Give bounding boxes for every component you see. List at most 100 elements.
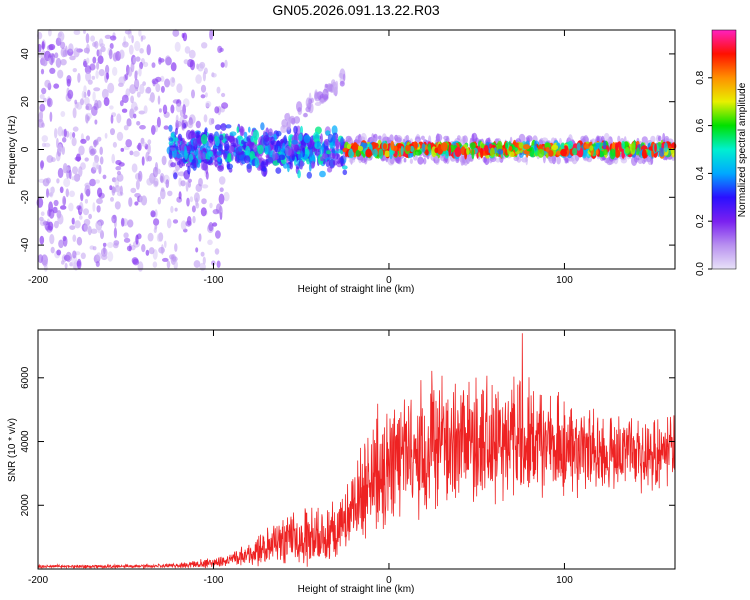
- spectrogram-cell: [66, 170, 70, 179]
- spectrogram-cell: [221, 102, 229, 109]
- spectrogram-cell: [91, 75, 96, 80]
- spectrogram-cell: [120, 217, 125, 227]
- spectrogram-cell: [169, 76, 176, 87]
- spectrogram-cell: [121, 94, 129, 104]
- spectrogram-cell: [134, 201, 139, 206]
- spectrogram-cell: [76, 205, 81, 210]
- spectrogram-cell: [267, 157, 274, 164]
- spectrogram-cell: [109, 105, 114, 110]
- spectrogram-cell: [90, 148, 97, 155]
- spectrogram-cell: [621, 140, 625, 150]
- spectrogram-cell: [440, 142, 448, 152]
- spectrogram-cell: [319, 97, 325, 104]
- spectrogram-cell: [314, 141, 318, 148]
- spectrogram-cell: [191, 159, 196, 164]
- spectrogram-cell: [40, 161, 44, 170]
- spectrogram-cell: [443, 135, 449, 141]
- spectrogram-cell: [92, 202, 96, 212]
- spectrogram-cell: [288, 138, 292, 149]
- spectrogram-cell: [153, 227, 157, 234]
- spectrogram-cell: [224, 59, 228, 68]
- spectrogram-cell: [264, 145, 269, 154]
- spectrogram-cell: [132, 56, 137, 64]
- spectrogram-cell: [176, 83, 183, 94]
- spectrogram-cell: [41, 135, 48, 143]
- spectrogram-cell: [384, 150, 391, 158]
- spectrogram-cell: [168, 140, 174, 146]
- spectrogram-cell: [39, 235, 45, 245]
- spectrogram-cell: [236, 126, 240, 134]
- spectrogram-cell: [211, 73, 217, 78]
- spectrogram-cell: [300, 150, 304, 158]
- spectrogram-cell: [46, 188, 49, 198]
- spectrogram-cell: [195, 131, 200, 139]
- spectrogram-cell: [95, 70, 99, 79]
- spectrogram-cell: [116, 113, 122, 124]
- spectrogram-cell: [201, 198, 207, 205]
- spectrogram-cell: [293, 125, 298, 134]
- spectrogram-cell: [342, 169, 348, 176]
- spectrogram-cell: [240, 126, 245, 136]
- spectrogram-plot-area: [36, 29, 677, 272]
- spectrogram-cell: [125, 139, 132, 148]
- spectrogram-cell: [102, 242, 107, 247]
- spectrogram-cell: [128, 197, 133, 207]
- spectrogram-cell: [178, 191, 182, 200]
- spectrogram-cell: [303, 112, 308, 118]
- spectrogram-cell: [60, 205, 67, 210]
- spectrogram-cell: [130, 95, 135, 104]
- spectrogram-cell: [69, 190, 75, 198]
- spectrogram-y-tick-label: 40: [20, 48, 31, 60]
- spectrogram-cell: [86, 43, 90, 55]
- spectrogram-cell: [125, 73, 129, 81]
- spectrogram-cell: [534, 141, 537, 151]
- spectrogram-cell: [199, 262, 206, 271]
- spectrogram-cell: [326, 150, 331, 155]
- spectrogram-cell: [602, 140, 607, 150]
- colorbar-tick-label: 0.6: [695, 118, 706, 132]
- spectrogram-cell: [41, 41, 45, 50]
- spectrogram-cell: [37, 118, 44, 128]
- spectrogram-cell: [94, 119, 98, 125]
- spectrogram-cell: [97, 55, 104, 65]
- spectrogram-cell: [57, 213, 64, 225]
- spectrogram-cell: [133, 150, 140, 157]
- spectrogram-cell: [72, 68, 78, 73]
- spectrogram-cell: [93, 87, 101, 92]
- spectrogram-cell: [263, 167, 267, 172]
- spectrogram-cell: [219, 187, 224, 192]
- spectrogram-cell: [53, 199, 59, 207]
- spectrogram-cell: [38, 51, 42, 59]
- spectrogram-cell: [245, 145, 251, 156]
- spectrogram-cell: [195, 192, 199, 199]
- spectrogram-cell: [56, 178, 60, 184]
- spectrogram-cell: [203, 114, 208, 123]
- spectrogram-cell: [410, 145, 415, 153]
- spectrogram-cell: [161, 155, 167, 166]
- spectrogram-cell: [89, 178, 96, 187]
- spectrogram-cell: [136, 91, 141, 98]
- spectrogram-cell: [174, 207, 178, 212]
- spectrogram-cell: [97, 187, 103, 198]
- spectrogram-cell: [88, 213, 92, 220]
- spectrogram-cell: [114, 201, 121, 210]
- spectrogram-cell: [139, 61, 144, 70]
- spectrogram-cell: [420, 135, 425, 140]
- spectrogram-cell: [83, 223, 91, 232]
- spectrogram-cell: [125, 88, 131, 97]
- snr-x-tick-label: -200: [28, 575, 48, 586]
- spectrogram-cell: [560, 148, 567, 157]
- spectrogram-cell: [497, 148, 504, 155]
- spectrogram-cell: [326, 84, 334, 92]
- spectrogram-cell: [195, 74, 202, 84]
- spectrogram-cell: [60, 41, 66, 49]
- spectrogram-cell: [174, 243, 178, 252]
- spectrogram-cell: [99, 43, 105, 48]
- spectrogram-cell: [99, 156, 104, 165]
- spectrogram-cell: [163, 125, 169, 130]
- spectrogram-cell: [131, 35, 134, 44]
- spectrogram-cell: [620, 157, 628, 164]
- spectrogram-cell: [289, 115, 296, 124]
- spectrogram-cell: [319, 170, 326, 178]
- spectrogram-cell: [214, 136, 220, 147]
